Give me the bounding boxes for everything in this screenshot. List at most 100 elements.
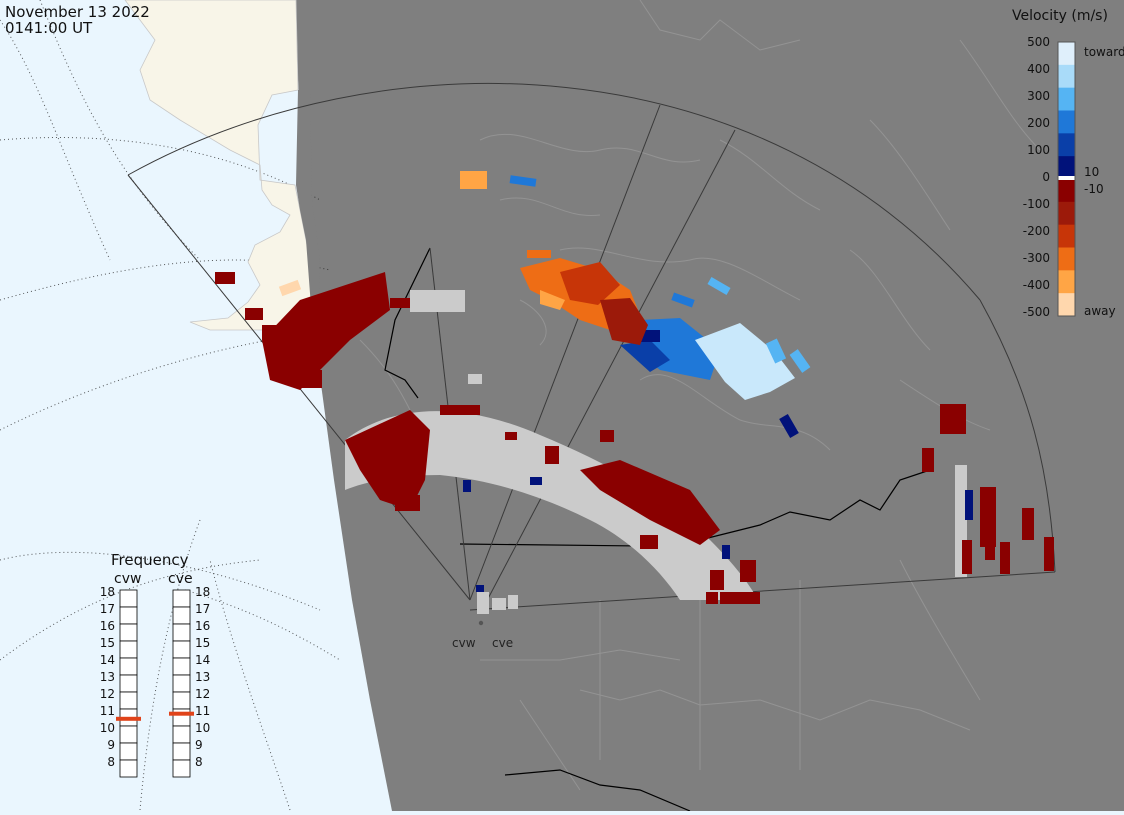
- legend-tick-label: 200: [1027, 116, 1050, 130]
- frequency-level-label-left: 13: [100, 670, 115, 684]
- frequency-radar-cve: cve: [168, 571, 193, 587]
- legend-tick-label: 400: [1027, 62, 1050, 76]
- legend-swatch: [1058, 156, 1075, 180]
- frequency-cell-cve: [172, 725, 191, 744]
- legend-swatch: [1058, 179, 1075, 203]
- night-region: [296, 0, 1124, 811]
- frequency-level-label-right: 10: [195, 721, 210, 735]
- legend-swatch: [1058, 201, 1075, 226]
- legend-swatch: [1058, 110, 1075, 134]
- frequency-cell-cve: [172, 623, 191, 642]
- legend-tick-label: -100: [1023, 197, 1050, 211]
- frequency-cell-cve: [172, 759, 191, 778]
- frequency-cell-cvw: [119, 759, 138, 778]
- frequency-cell-cve: [172, 657, 191, 676]
- frequency-level-label-right: 12: [195, 687, 210, 701]
- frequency-cell-cve: [172, 742, 191, 761]
- frequency-level-label-right: 11: [195, 704, 210, 718]
- frequency-cell-cve: [172, 640, 191, 659]
- legend-swatch: [1058, 270, 1075, 294]
- graticule: [0, 0, 341, 811]
- frequency-cell-cvw: [119, 674, 138, 693]
- legend-swatch: [1058, 133, 1075, 157]
- alaska-landmass: [124, 0, 313, 331]
- site-label-cve: cve: [492, 636, 513, 650]
- legend-swatch: [1058, 293, 1075, 317]
- frequency-cell-cvw: [119, 691, 138, 710]
- legend-swatch: [1058, 87, 1075, 111]
- legend-swatch: [1058, 247, 1075, 271]
- frequency-cell-cvw: [119, 742, 138, 761]
- frequency-cell-cvw: [119, 606, 138, 625]
- frequency-cell-cvw: [119, 623, 138, 642]
- legend-swatch: [1058, 42, 1075, 66]
- frequency-level-label-right: 9: [195, 738, 203, 752]
- frequency-radar-cvw: cvw: [114, 571, 141, 587]
- frequency-marker-cve: [169, 711, 194, 716]
- frequency-cell-cve: [172, 691, 191, 710]
- frequency-level-label-left: 11: [100, 704, 115, 718]
- velocity-toward: [463, 175, 973, 592]
- frequency-level-label-right: 15: [195, 636, 210, 650]
- velocity-legend: Velocity (m/s) 500 400 300 200 100 0 -100 -200 -…: [1012, 8, 1124, 319]
- frequency-cell-cve: [172, 589, 191, 608]
- legend-bar-frame: [1057, 41, 1076, 317]
- frequency-level-label-right: 8: [195, 755, 203, 769]
- frequency-cell-cve: [172, 674, 191, 693]
- legend-tick-label: -500: [1023, 305, 1050, 319]
- frequency-cell-cvw: [119, 589, 138, 608]
- legend-label-minus10: -10: [1084, 182, 1104, 196]
- frequency-cell-cvw: [119, 725, 138, 744]
- legend-tick-label: -400: [1023, 278, 1050, 292]
- frequency-level-label-right: 13: [195, 670, 210, 684]
- legend-swatch: [1058, 64, 1075, 89]
- legend-tick-label: 500: [1027, 35, 1050, 49]
- radar-sites: cvw cve: [452, 620, 513, 650]
- frequency-cell-cve: [172, 708, 191, 727]
- frequency-cell-cve: [172, 606, 191, 625]
- frequency-level-label-right: 18: [195, 585, 210, 599]
- frequency-level-label-left: 9: [107, 738, 115, 752]
- frequency-level-label-left: 10: [100, 721, 115, 735]
- ground-scatter: [345, 290, 967, 614]
- frequency-title: Frequency: [111, 551, 189, 569]
- frequency-level-label-left: 8: [107, 755, 115, 769]
- legend-label-10: 10: [1084, 165, 1099, 179]
- coastlines: [359, 0, 1041, 791]
- frequency-panel: Frequency cvw cve 18 18 17 17 16 16 15 15 14 14 13…: [100, 551, 210, 778]
- frequency-level-label-right: 14: [195, 653, 210, 667]
- legend-tick-label: 100: [1027, 143, 1050, 157]
- legend-tick-label: -300: [1023, 251, 1050, 265]
- frequency-level-label-right: 16: [195, 619, 210, 633]
- date-label: November 13 2022: [5, 3, 150, 21]
- site-label-cvw: cvw: [452, 636, 476, 650]
- frequency-level-label-left: 16: [100, 619, 115, 633]
- legend-colorbar: [1057, 41, 1076, 317]
- frequency-cell-cvw: [119, 640, 138, 659]
- radar-field-of-view: [127, 83, 1056, 611]
- frequency-columns: 18 18 17 17 16 16 15 15 14 14 13 13 12 12 11 11 10 10 9 9 8 8: [100, 585, 210, 778]
- frequency-level-label-left: 12: [100, 687, 115, 701]
- frequency-level-label-left: 14: [100, 653, 115, 667]
- frequency-cell-cvw: [119, 657, 138, 676]
- frequency-level-label-left: 17: [100, 602, 115, 616]
- legend-tick-labels: 500 400 300 200 100 0 -100 -200 -300 -400 -500: [1023, 35, 1050, 319]
- alaska-night-portion: [296, 90, 320, 320]
- legend-swatch: [1058, 224, 1075, 248]
- time-label: 0141:00 UT: [5, 19, 93, 37]
- frequency-marker-cvw: [116, 716, 141, 721]
- frequency-level-label-left: 15: [100, 636, 115, 650]
- velocity-away: [278, 171, 648, 345]
- frequency-level-label-right: 17: [195, 602, 210, 616]
- legend-tick-label: 0: [1042, 170, 1050, 184]
- frequency-level-label-left: 18: [100, 585, 115, 599]
- legend-tick-label: 300: [1027, 89, 1050, 103]
- timestamp-header: November 13 2022 0141:00 UT: [5, 3, 150, 37]
- legend-zero-band: [1058, 176, 1075, 180]
- legend-title: Velocity (m/s): [1012, 8, 1108, 24]
- legend-tick-label: -200: [1023, 224, 1050, 238]
- legend-toward-label: toward: [1084, 45, 1124, 59]
- legend-away-label: away: [1084, 304, 1116, 318]
